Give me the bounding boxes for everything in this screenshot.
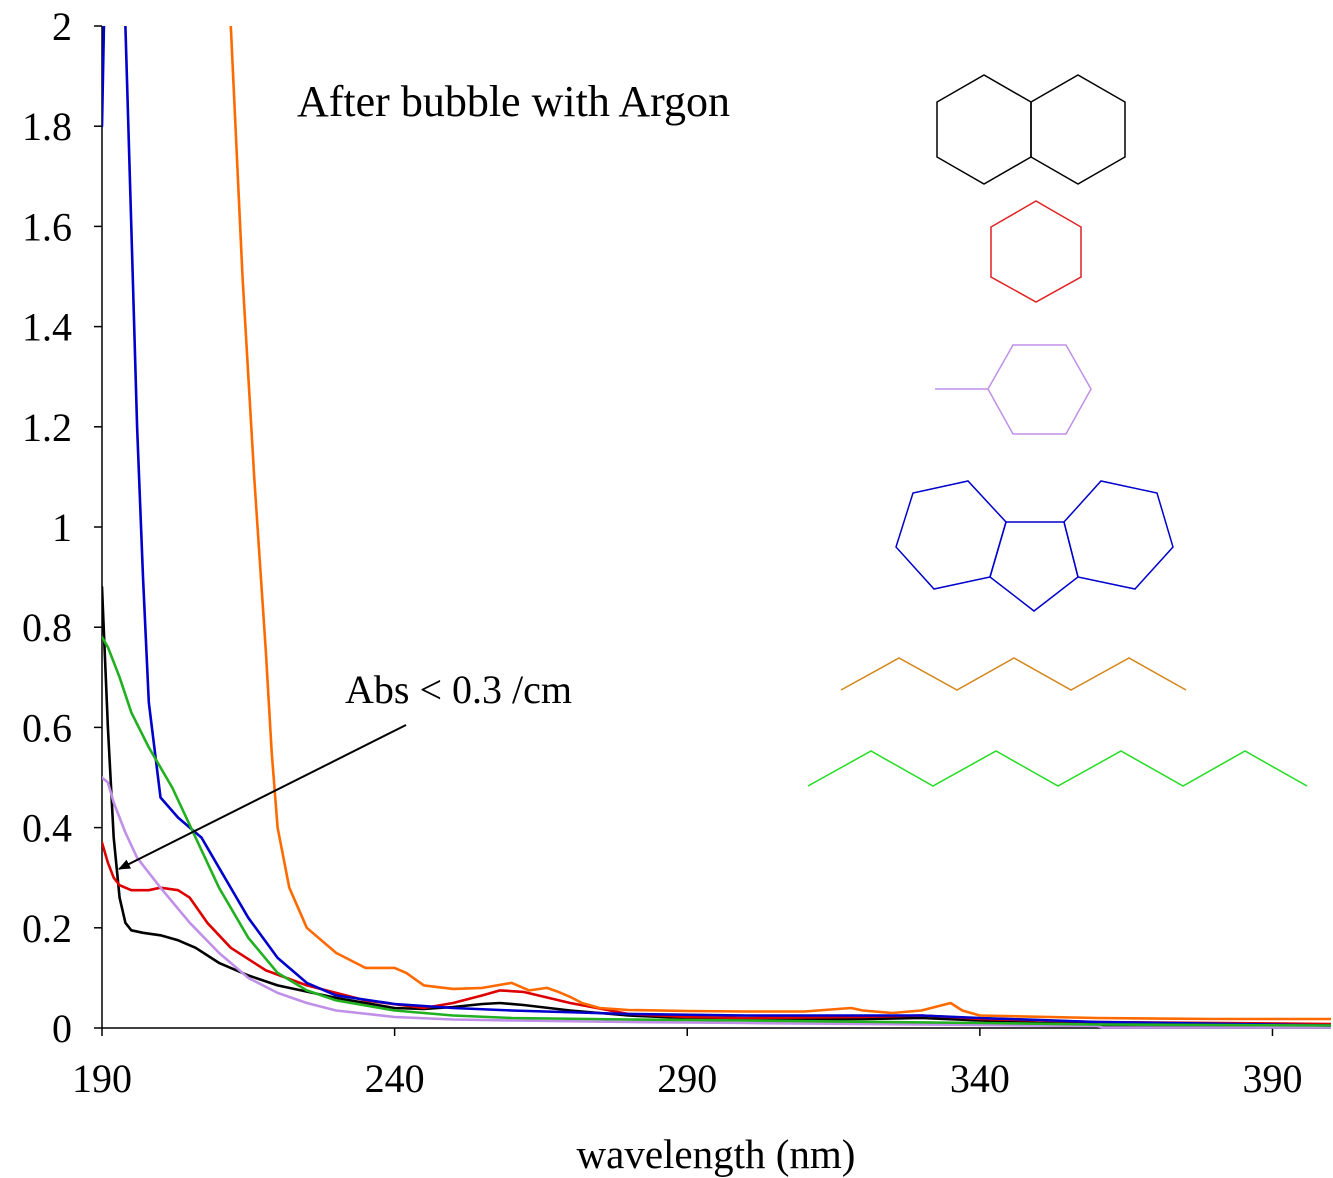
naphthalene-structure-icon — [936, 74, 1126, 185]
series-line-3 — [102, 26, 1331, 1027]
short-alkane-structure-icon — [840, 657, 1187, 691]
y-tick-label: 2 — [52, 4, 72, 49]
y-tick-label: 1 — [52, 505, 72, 550]
title-annotation: After bubble with Argon — [297, 77, 730, 126]
series-layer — [102, 26, 1331, 1029]
y-tick-label: 0.6 — [22, 705, 72, 750]
y-tick-label: 0.4 — [22, 806, 72, 851]
y-tick-label: 0 — [52, 1006, 72, 1051]
x-tick-label: 240 — [365, 1056, 425, 1101]
x-axis-label: wavelength (nm) — [577, 1131, 856, 1177]
x-tick-label: 190 — [72, 1056, 132, 1101]
x-axis: 190 240 290 340 390 — [72, 1027, 1331, 1101]
y-tick-label: 1.4 — [22, 305, 72, 350]
x-tick-label: 390 — [1242, 1056, 1302, 1101]
y-tick-label: 1.2 — [22, 405, 72, 450]
y-tick-label: 1.6 — [22, 204, 72, 249]
fused-ring-structure-icon — [895, 480, 1174, 612]
methylcyclohexane-structure-icon — [935, 344, 1092, 435]
y-tick-label: 0.8 — [22, 605, 72, 650]
abs-annotation: Abs < 0.3 /cm — [345, 667, 572, 712]
series-line-5 — [102, 635, 1331, 1027]
x-tick-label: 340 — [950, 1056, 1010, 1101]
series-line-0 — [102, 585, 1331, 1028]
cyclohexane-structure-icon — [990, 200, 1082, 303]
x-tick-label: 290 — [657, 1056, 717, 1101]
y-tick-label: 0.2 — [22, 906, 72, 951]
long-alkane-structure-icon — [807, 750, 1308, 787]
y-axis: 0 0.2 0.4 0.6 0.8 1 1.2 1.4 1.6 1.8 2 — [22, 4, 103, 1051]
y-tick-label: 1.8 — [22, 104, 72, 149]
series-line-2 — [102, 776, 1331, 1029]
series-line-4 — [229, 26, 1331, 1021]
abs-annotation-arrow — [118, 724, 407, 870]
